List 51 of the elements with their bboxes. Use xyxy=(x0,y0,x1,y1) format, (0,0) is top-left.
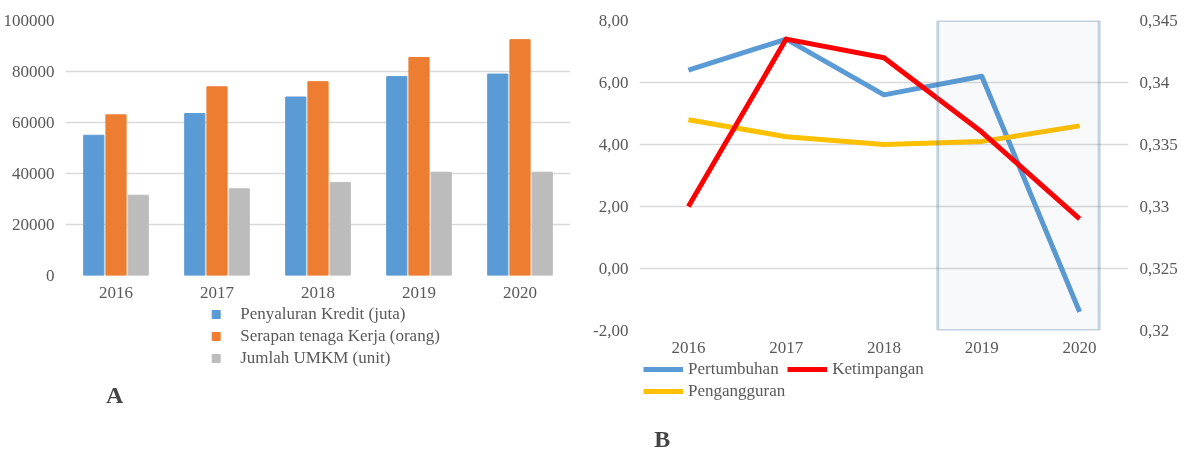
bar xyxy=(531,171,553,276)
legend-label: Pertumbuhan xyxy=(688,359,779,379)
y-tick-label: 80000 xyxy=(12,62,55,81)
x-tick-label: 2016 xyxy=(671,337,706,357)
y2-tick-label: 0,335 xyxy=(1139,135,1178,154)
y-tick-label: 0 xyxy=(46,266,55,285)
y-tick-label: 4,00 xyxy=(598,135,629,154)
y-tick-label: 0,00 xyxy=(598,259,629,278)
x-tick-label: 2019 xyxy=(402,282,436,302)
x-tick-label: 2019 xyxy=(964,337,999,357)
y2-tick-label: 0,34 xyxy=(1139,73,1170,92)
y-tick-label: 2,00 xyxy=(598,197,629,216)
y-tick-label: 100000 xyxy=(3,11,55,30)
bar xyxy=(206,86,228,276)
y-tick-label: 6,00 xyxy=(598,73,629,92)
legend-label: Jumlah UMKM (unit) xyxy=(240,348,391,368)
bar xyxy=(83,134,105,276)
y2-tick-label: 0,345 xyxy=(1139,11,1178,30)
bar xyxy=(228,188,250,276)
bar xyxy=(184,113,206,276)
legend-label: Ketimpangan xyxy=(832,359,924,379)
y-tick-label: 20000 xyxy=(12,215,55,234)
x-tick-label: 2017 xyxy=(200,282,235,302)
y2-tick-label: 0,32 xyxy=(1139,321,1170,340)
x-tick-label: 2016 xyxy=(99,282,133,302)
y2-tick-label: 0,33 xyxy=(1139,197,1170,216)
bar xyxy=(329,181,351,276)
y-tick-label: -2,00 xyxy=(593,321,629,340)
bar xyxy=(487,73,509,276)
bar xyxy=(307,81,329,276)
legend-label: Penyaluran Kredit (juta) xyxy=(240,304,406,324)
bar xyxy=(430,171,452,276)
bar xyxy=(386,76,408,276)
x-tick-label: 2020 xyxy=(1062,337,1097,357)
legend-label: Serapan tenaga Kerja (orang) xyxy=(240,326,440,346)
x-tick-label: 2020 xyxy=(503,282,537,302)
bar xyxy=(408,56,430,276)
y-tick-label: 8,00 xyxy=(598,11,629,30)
bar xyxy=(127,194,149,276)
bar xyxy=(285,96,307,276)
legend-label: Pengangguran xyxy=(688,381,786,401)
x-tick-label: 2017 xyxy=(769,337,804,357)
text: B xyxy=(654,425,671,452)
x-tick-label: 2018 xyxy=(867,337,901,357)
y-tick-label: 40000 xyxy=(12,164,55,183)
bar xyxy=(105,114,127,276)
y2-tick-label: 0,325 xyxy=(1139,259,1178,278)
bar xyxy=(509,39,531,276)
y-tick-label: 60000 xyxy=(12,113,55,132)
text: A xyxy=(105,381,124,408)
x-tick-label: 2018 xyxy=(301,282,335,302)
